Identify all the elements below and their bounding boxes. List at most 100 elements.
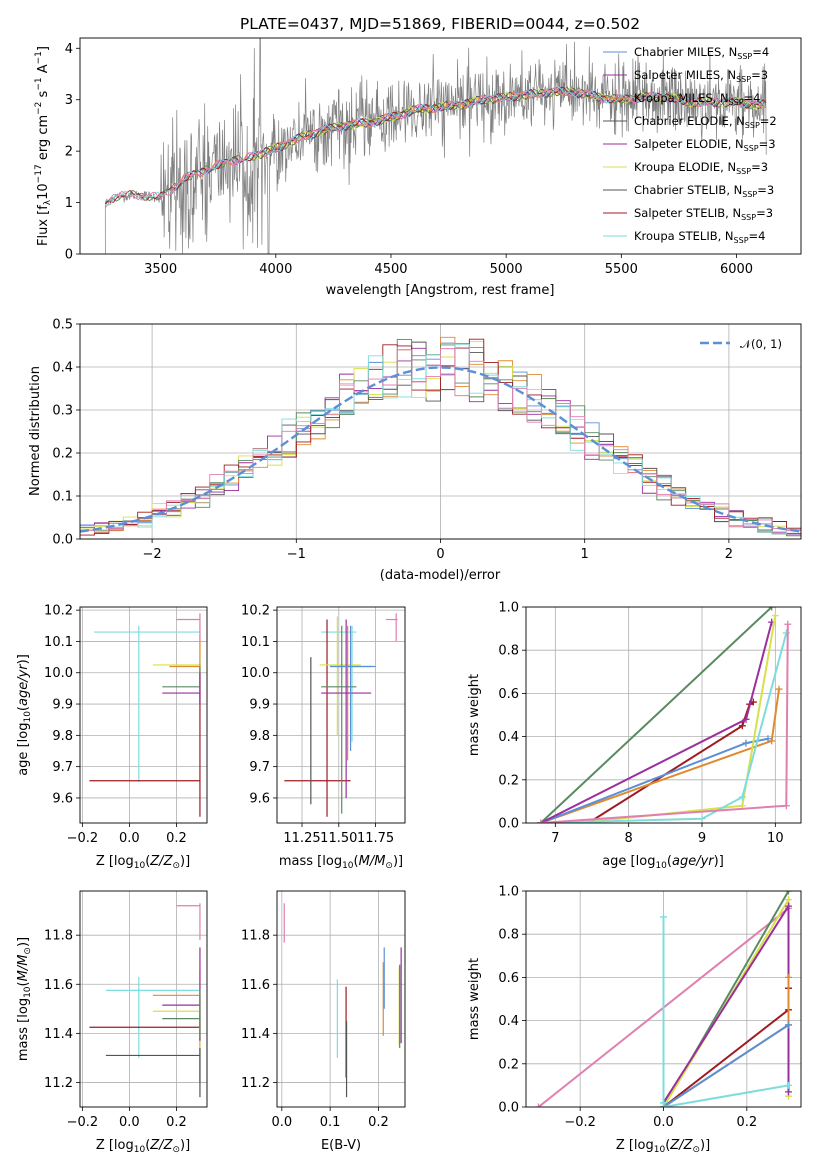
mwAge-yticks: 0.0 0.2 0.4 0.6 0.8 1.0 — [498, 601, 526, 832]
y-tick-label: 9.7 — [249, 760, 270, 775]
y-tick-label: 9.8 — [249, 729, 270, 744]
x-tick-label: −0.2 — [67, 1115, 99, 1130]
x-tick-label: −1 — [287, 547, 306, 562]
y-tick-label: 0.2 — [498, 773, 519, 788]
x-tick-label: 3500 — [144, 262, 177, 277]
legend-label: Chabrier STELIB, NSSP=3 — [634, 183, 774, 199]
spectrum-xlabel: wavelength [Angstrom, rest frame] — [326, 283, 555, 298]
y-tick-label: 9.9 — [52, 698, 73, 713]
y-tick-label: 10.2 — [241, 604, 270, 619]
plus-marker — [785, 973, 792, 981]
massE-xlabel: E(B-V) — [321, 1138, 361, 1153]
x-tick-label: 5500 — [605, 262, 638, 277]
spectrum-data-line — [104, 38, 767, 254]
y-tick-label: 11.4 — [44, 1027, 73, 1042]
x-tick-label: 5000 — [490, 262, 523, 277]
plot-area — [284, 613, 398, 817]
y-tick-label: 0.1 — [52, 490, 73, 505]
x-tick-label: 9 — [698, 831, 706, 846]
panel-mass-vs-ebv: 0.0 0.1 0.2 11.2 11.4 11.6 11.8 E(B-V) — [241, 890, 406, 1153]
panel-residuals: −2 −1 0 1 2 0.0 0.1 0.2 0.3 0.4 0.5 (data-model)/… — [28, 318, 802, 583]
plus-marker — [768, 607, 776, 611]
plus-marker — [785, 1081, 792, 1089]
ageM-yticks: 9.6 9.7 9.8 9.9 10.0 10.1 10.2 — [241, 604, 277, 806]
y-tick-label: 11.8 — [44, 929, 73, 944]
x-tick-label: 0.2 — [166, 1115, 187, 1130]
plot-area — [89, 613, 201, 817]
y-tick-label: 11.2 — [241, 1076, 270, 1091]
plus-marker — [742, 715, 750, 723]
y-tick-label: 0 — [65, 248, 73, 263]
residuals-legend: 𝒩(0, 1) — [700, 337, 782, 351]
plus-marker — [785, 1021, 792, 1029]
y-tick-label: 11.2 — [44, 1076, 73, 1091]
plus-marker — [535, 1103, 542, 1107]
y-tick-label: 0.2 — [52, 447, 73, 462]
y-tick-label: 10.0 — [44, 666, 73, 681]
y-tick-label: 10.2 — [44, 604, 73, 619]
x-tick-label: 11.50 — [320, 831, 357, 846]
x-tick-label: 0.0 — [119, 831, 140, 846]
x-tick-label: 11.25 — [283, 831, 320, 846]
ageZ-yticks: 9.6 9.7 9.8 9.9 10.0 10.1 10.2 — [44, 604, 80, 806]
y-tick-label: 9.9 — [249, 698, 270, 713]
x-tick-label: 4000 — [259, 262, 292, 277]
panel-age-vs-Z: −0.2 0.0 0.2 9.6 9.7 9.8 9.9 10.0 10.1 10.2 Z [l… — [16, 604, 208, 871]
legend-label: 𝒩(0, 1) — [740, 337, 782, 351]
massE-plot — [277, 891, 405, 1107]
x-tick-label: 0.0 — [653, 1115, 674, 1130]
plus-marker — [584, 819, 592, 823]
mwZ-xlabel: Z [log10(Z/Z⊙)] — [616, 1138, 710, 1155]
plus-marker — [785, 896, 792, 904]
y-tick-label: 0.0 — [498, 1101, 519, 1116]
y-tick-label: 10.1 — [241, 635, 270, 650]
plus-marker — [784, 620, 792, 628]
histogram-step-line — [80, 338, 801, 539]
mass-weight-line — [662, 1024, 790, 1107]
plus-marker — [537, 819, 545, 823]
mwZ-yticks: 0.0 0.2 0.4 0.6 0.8 1.0 — [498, 885, 526, 1116]
plus-marker — [771, 612, 779, 620]
spectrum-plot — [104, 38, 767, 254]
x-tick-label: 8 — [625, 831, 633, 846]
plus-marker — [738, 793, 746, 801]
plus-marker — [782, 802, 790, 810]
y-tick-label: 1.0 — [498, 601, 519, 616]
mwAge-xlabel: age [log10(age/yr)] — [602, 854, 724, 871]
y-tick-label: 11.8 — [241, 929, 270, 944]
plus-marker — [768, 737, 776, 745]
panel-age-vs-mass: 11.25 11.50 11.75 9.6 9.7 9.8 9.9 10.0 10.1 10.2… — [241, 604, 406, 871]
x-tick-label: 0.2 — [166, 831, 187, 846]
legend-label: Kroupa STELIB, NSSP=4 — [634, 229, 765, 245]
plus-marker — [742, 739, 750, 747]
spectrum-title: PLATE=0437, MJD=51869, FIBERID=0044, z=0… — [240, 15, 640, 33]
spectrum-model-line — [104, 87, 767, 208]
residuals-ylabel: Normed distribution — [28, 366, 43, 496]
massZ-xlabel: Z [log10(Z/Z⊙)] — [96, 1138, 190, 1155]
panel-spectrum: PLATE=0437, MJD=51869, FIBERID=0044, z=0… — [34, 15, 802, 298]
plus-marker — [738, 722, 746, 730]
y-tick-label: 9.6 — [52, 791, 73, 806]
y-tick-label: 9.7 — [52, 760, 73, 775]
ageZ-frame — [79, 606, 208, 824]
gaussian-curve — [80, 366, 801, 533]
ageM-xticks: 11.25 11.50 11.75 — [283, 823, 394, 846]
plot-area — [80, 336, 801, 539]
legend-label: Chabrier MILES, NSSP=4 — [634, 45, 769, 61]
legend-label: Salpeter STELIB, NSSP=3 — [634, 206, 773, 222]
y-tick-label: 0.4 — [498, 1014, 519, 1029]
residuals-xlabel: (data-model)/error — [380, 568, 501, 583]
massZ-xticks: −0.2 0.0 0.2 — [67, 1107, 187, 1130]
plus-marker — [764, 735, 772, 743]
y-tick-label: 3 — [65, 93, 73, 108]
x-tick-label: 0.2 — [736, 1115, 757, 1130]
y-tick-label: 0.6 — [498, 687, 519, 702]
ageZ-plot — [80, 607, 207, 823]
mwAge-frame — [525, 606, 802, 824]
massZ-plot — [80, 891, 207, 1107]
y-tick-label: 0.5 — [52, 318, 73, 333]
x-tick-label: 0.0 — [271, 1115, 292, 1130]
residuals-plot — [80, 323, 801, 540]
spectrum-model-line — [105, 86, 767, 206]
